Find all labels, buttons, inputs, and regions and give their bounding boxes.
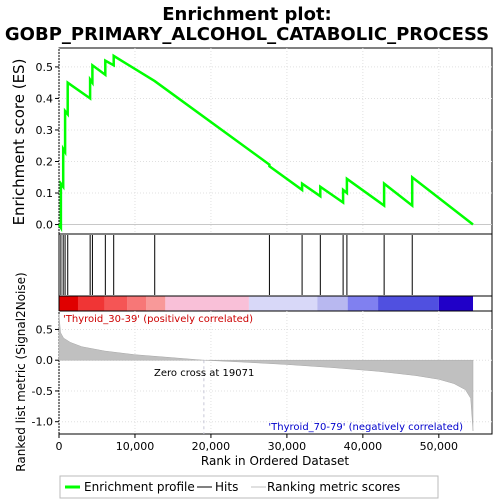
heatmap-segment <box>59 296 78 311</box>
chart-title-line2: GOBP_PRIMARY_ALCOHOL_CATABOLIC_PROCESS <box>5 24 489 45</box>
es-panel-grid <box>58 48 492 234</box>
hits-markers <box>60 235 413 295</box>
metric-y-tick-label: 0.5 <box>36 323 54 336</box>
es-y-tick-label: 0.0 <box>36 219 54 232</box>
legend-enrichment-label: Enrichment profile <box>84 480 195 494</box>
negative-correlation-label: 'Thyroid_70-79' (negatively correlated) <box>268 422 463 433</box>
legend-box <box>59 475 439 499</box>
x-tick-label: 40,000 <box>344 440 383 453</box>
heatmap-segment <box>146 296 166 311</box>
es-y-tick-label: 0.2 <box>36 155 54 168</box>
x-ticks: 0 10,000 20,000 30,000 40,000 50,000 <box>56 434 459 453</box>
legend-metric-label: Ranking metric scores <box>267 480 400 494</box>
es-y-ticks: 0.0 0.1 0.2 0.3 0.4 0.5 <box>36 61 59 232</box>
x-axis-label: Rank in Ordered Dataset <box>201 454 349 468</box>
chart-title-line1: Enrichment plot: <box>162 4 332 25</box>
metric-y-ticks: 0.5 0.0 -0.5 -1.0 <box>32 323 59 429</box>
x-tick-label: 10,000 <box>116 440 155 453</box>
heatmap-segment <box>127 296 147 311</box>
ranking-metric-area <box>58 314 474 431</box>
metric-panel-frame <box>58 310 493 435</box>
heatmap-segment <box>77 296 105 311</box>
metric-y-tick-label: 0.0 <box>36 354 54 367</box>
heatmap-segment <box>347 296 379 311</box>
metric-y-tick-label: -0.5 <box>32 385 53 398</box>
x-tick-label: 30,000 <box>268 440 307 453</box>
enrichment-profile-line <box>57 53 474 233</box>
x-tick-label: 50,000 <box>420 440 459 453</box>
heatmap-segment <box>248 296 318 311</box>
ranking-heatmap-bar <box>59 296 474 311</box>
positive-correlation-label: 'Thyroid_30-39' (positively correlated) <box>63 314 253 325</box>
es-y-tick-label: 0.5 <box>36 61 54 74</box>
es-y-axis-label: Enrichment score (ES) <box>10 59 28 226</box>
heatmap-segment <box>317 296 348 311</box>
x-tick-label: 0 <box>56 440 63 453</box>
es-y-tick-label: 0.1 <box>36 187 54 200</box>
heatmap-segment <box>378 296 439 311</box>
heatmap-segment <box>104 296 128 311</box>
es-panel-frame <box>58 47 493 235</box>
metric-y-axis-label: Ranked list metric (Signal2Noise) <box>14 272 28 471</box>
heatmap-segment <box>438 296 474 311</box>
metric-y-tick-label: -1.0 <box>32 416 53 429</box>
zero-cross-label: Zero cross at 19071 <box>154 368 254 379</box>
hits-panel-frame <box>58 233 493 297</box>
es-y-tick-label: 0.3 <box>36 124 54 137</box>
legend-hits-label: Hits <box>215 480 238 494</box>
x-tick-label: 20,000 <box>192 440 231 453</box>
heatmap-segment <box>165 296 249 311</box>
es-y-tick-label: 0.4 <box>36 92 54 105</box>
